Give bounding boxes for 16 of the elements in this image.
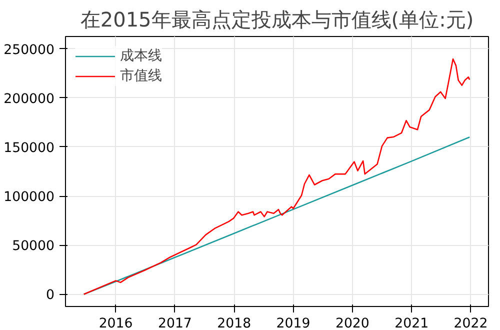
x-tick-label: 2018 — [217, 316, 252, 330]
x-tick-label: 2017 — [158, 316, 192, 330]
x-tick-label: 2021 — [394, 316, 429, 330]
x-tick-label: 2016 — [98, 316, 133, 330]
chart-title: 在2015年最高点定投成本与市值线(单位:元) — [80, 8, 474, 32]
legend-label: 市值线 — [120, 67, 162, 85]
x-tick-label: 2019 — [276, 316, 310, 330]
y-tick-label: 250000 — [4, 42, 55, 58]
legend-label: 成本线 — [120, 47, 162, 65]
y-tick-label: 200000 — [4, 92, 55, 107]
y-tick-label: 150000 — [4, 140, 55, 156]
y-tick-label: 100000 — [4, 190, 55, 206]
x-tick-label: 2020 — [335, 316, 370, 330]
y-tick-label: 50000 — [12, 239, 55, 254]
y-tick-label: 0 — [46, 288, 55, 304]
x-tick-label: 2022 — [454, 316, 488, 330]
